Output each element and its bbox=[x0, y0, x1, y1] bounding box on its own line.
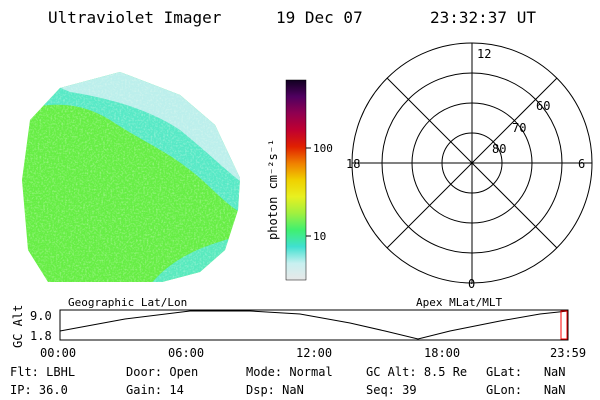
timeline-ytick-1-8: 1.8 bbox=[30, 329, 52, 343]
mlt-label-0: 0 bbox=[468, 277, 475, 291]
footer-mode: Mode: Normal bbox=[246, 365, 333, 379]
colorbar-tick-label-100: 100 bbox=[313, 142, 333, 155]
mlt-label-6: 6 bbox=[578, 157, 585, 171]
timeline-xtick-1200: 12:00 bbox=[296, 346, 332, 360]
footer-gc-alt: GC Alt: 8.5 Re bbox=[366, 365, 468, 379]
mlt-label-18: 18 bbox=[346, 157, 360, 171]
footer-dsp: Dsp: NaN bbox=[246, 383, 304, 397]
timeline-ytick-9: 9.0 bbox=[30, 309, 52, 323]
colorbar-tick-label-10: 10 bbox=[313, 230, 326, 243]
footer-door: Door: Open bbox=[126, 365, 199, 379]
timeline-xtick-0000: 00:00 bbox=[40, 346, 76, 360]
timeline-xtick-0600: 06:00 bbox=[168, 346, 204, 360]
caption-geographic: Geographic Lat/Lon bbox=[68, 296, 187, 309]
colorbar-label: photon cm⁻²s⁻¹ bbox=[266, 139, 280, 240]
footer-flt: Flt: LBHL bbox=[10, 365, 76, 379]
timeline-frame bbox=[59, 309, 569, 341]
altitude-curve bbox=[59, 310, 569, 340]
timeline-axis-label: GC Alt bbox=[11, 305, 25, 348]
lat-label-80: 80 bbox=[492, 142, 506, 156]
footer-seq: Seq: 39 bbox=[366, 383, 417, 397]
footer-glon: GLon: NaN bbox=[486, 383, 566, 397]
mlt-label-12: 12 bbox=[477, 47, 491, 61]
footer-gain: Gain: 14 bbox=[126, 383, 184, 397]
timeline-xtick-2359: 23:59 bbox=[550, 346, 586, 360]
instrument-title: Ultraviolet Imager bbox=[48, 8, 222, 27]
lat-label-60: 60 bbox=[536, 99, 550, 113]
timeline-xtick-1800: 18:00 bbox=[424, 346, 460, 360]
current-time-marker bbox=[560, 310, 568, 340]
polar-grid bbox=[351, 42, 593, 284]
caption-apex: Apex MLat/MLT bbox=[416, 296, 502, 309]
time-label: 23:32:37 UT bbox=[430, 8, 536, 27]
polar-diag-2 bbox=[386, 77, 558, 249]
uv-image bbox=[22, 72, 240, 282]
colorbar bbox=[285, 79, 307, 281]
footer-glat: GLat: NaN bbox=[486, 365, 566, 379]
lat-label-70: 70 bbox=[512, 121, 526, 135]
aurora-noise bbox=[22, 72, 240, 282]
date-label: 19 Dec 07 bbox=[276, 8, 363, 27]
footer-ip: IP: 36.0 bbox=[10, 383, 68, 397]
